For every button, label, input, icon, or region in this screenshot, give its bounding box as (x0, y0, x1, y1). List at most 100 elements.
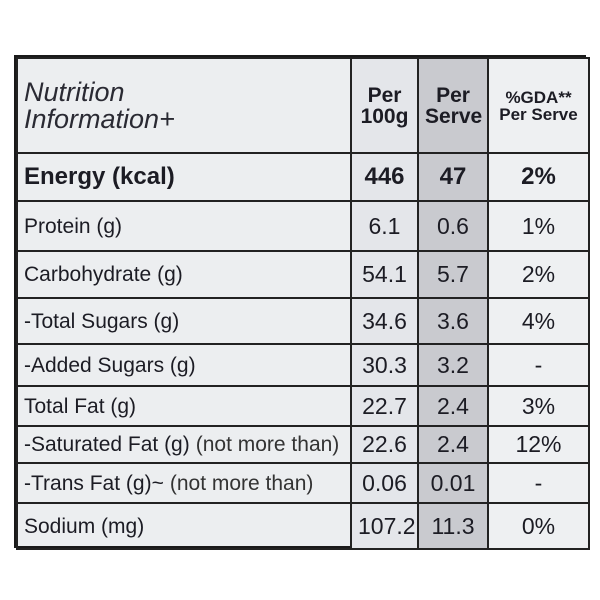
nutrient-label: Carbohydrate (g) (24, 263, 183, 286)
nutrient-row: -Saturated Fat (g) (not more than) 22.6 2.4… (16, 425, 590, 464)
value-text: 2% (521, 261, 556, 287)
header-text: Per Serve (499, 104, 578, 124)
header-text: Information+ (24, 103, 175, 134)
nutrient-value: - (487, 462, 590, 504)
nutrient-note: (not more than) (195, 433, 340, 456)
header-text: Serve (425, 104, 483, 128)
nutrient-label: Sodium (mg) (24, 514, 145, 538)
nutrient-name: -Added Sugars (g) (16, 343, 352, 387)
value-text: 12% (515, 431, 562, 457)
header-text: 100g (360, 104, 409, 128)
nutrient-value: 446 (350, 152, 419, 202)
value-text: 0.6 (437, 212, 469, 239)
nutrient-value: 11.3 (417, 502, 489, 550)
nutrient-value: 12% (487, 425, 590, 464)
nutrient-row: Sodium (mg) 107.2 11.3 0% (16, 502, 590, 550)
nutrient-row: -Total Sugars (g) 34.6 3.6 4% (16, 297, 590, 345)
nutrient-value: - (487, 343, 590, 387)
nutrient-name: -Total Sugars (g) (16, 297, 352, 345)
nutrient-row: Total Fat (g) 22.7 2.4 3% (16, 385, 590, 427)
nutrient-value: 2% (487, 250, 590, 299)
nutrient-label: -Saturated Fat (g) (24, 433, 190, 456)
nutrient-row: -Added Sugars (g) 30.3 3.2 - (16, 343, 590, 387)
nutrient-value: 54.1 (350, 250, 419, 299)
nutrition-table: Nutrition Information+ Per 100g Per Serve %GDA… (16, 57, 590, 550)
nutrient-name: Sodium (mg) (16, 502, 352, 550)
header-row: Nutrition Information+ Per 100g Per Serve %GDA… (16, 57, 590, 154)
value-text: 0% (521, 512, 556, 539)
value-text: 11.3 (431, 512, 475, 539)
value-text: - (534, 351, 543, 378)
nutrient-value: 22.7 (350, 385, 419, 427)
nutrient-row: Protein (g) 6.1 0.6 1% (16, 200, 590, 252)
value-text: - (534, 469, 543, 496)
nutrient-label: Total Fat (g) (24, 394, 137, 418)
nutrient-value: 0.6 (417, 200, 489, 252)
header-cell: Nutrition Information+ (16, 57, 352, 154)
nutrient-value: 22.6 (350, 425, 419, 464)
nutrition-label: Nutrition Information+ Per 100g Per Serve %GDA… (14, 55, 590, 550)
nutrient-value: 6.1 (350, 200, 419, 252)
value-text: 0.06 (362, 469, 407, 496)
nutrient-label: -Added Sugars (g) (24, 353, 196, 377)
value-text: 3.6 (437, 307, 469, 334)
nutrient-name: Carbohydrate (g) (16, 250, 352, 299)
nutrient-value: 2% (487, 152, 590, 202)
nutrient-value: 0.06 (350, 462, 419, 504)
nutrient-row: Energy (kcal) 446 47 2% (16, 152, 590, 202)
value-text: 2.4 (437, 431, 469, 457)
nutrient-value: 0.01 (417, 462, 489, 504)
header-text: %GDA** (505, 87, 572, 107)
nutrient-value: 4% (487, 297, 590, 345)
nutrient-row: -Trans Fat (g)~ (not more than) 0.06 0.01 - (16, 462, 590, 504)
nutrient-name: Energy (kcal) (16, 152, 352, 202)
nutrient-name: -Trans Fat (g)~ (not more than) (16, 462, 352, 504)
header-cell: %GDA** Per Serve (487, 57, 590, 154)
value-text: 3% (521, 392, 556, 419)
nutrient-value: 107.2 (350, 502, 419, 550)
nutrient-label: Protein (g) (24, 214, 123, 238)
nutrient-label: -Trans Fat (g)~ (24, 471, 164, 495)
value-text: 1% (521, 212, 556, 239)
value-text: 3.2 (437, 351, 469, 378)
value-text: 446 (364, 163, 405, 190)
header-text: Per (367, 83, 402, 107)
header-cell: Per 100g (350, 57, 419, 154)
nutrient-value: 3% (487, 385, 590, 427)
value-text: 22.6 (362, 431, 407, 457)
value-text: 0.01 (430, 469, 476, 496)
header-text: Nutrition (24, 76, 125, 107)
nutrient-value: 2.4 (417, 385, 489, 427)
value-text: 4% (521, 307, 556, 334)
nutrient-value: 47 (417, 152, 489, 202)
nutrient-value: 3.2 (417, 343, 489, 387)
value-text: 6.1 (368, 212, 401, 239)
nutrient-name: Total Fat (g) (16, 385, 352, 427)
value-text: 2.4 (437, 392, 469, 419)
nutrient-label: -Total Sugars (g) (24, 309, 180, 333)
value-text: 2% (521, 163, 556, 190)
nutrient-row: Carbohydrate (g) 54.1 5.7 2% (16, 250, 590, 299)
nutrient-value: 3.6 (417, 297, 489, 345)
value-text: 54.1 (362, 261, 407, 287)
value-text: 30.3 (362, 351, 407, 378)
value-text: 34.6 (362, 307, 407, 334)
nutrient-label: Energy (kcal) (24, 163, 175, 190)
value-text: 47 (439, 163, 467, 190)
nutrient-name: -Saturated Fat (g) (not more than) (16, 425, 352, 464)
nutrient-value: 30.3 (350, 343, 419, 387)
header-text: Per (436, 83, 470, 107)
nutrient-note: (not more than) (169, 471, 314, 495)
nutrient-value: 2.4 (417, 425, 489, 464)
nutrient-value: 34.6 (350, 297, 419, 345)
table-body: Nutrition Information+ Per 100g Per Serve %GDA… (16, 57, 590, 550)
value-text: 5.7 (437, 261, 469, 287)
value-text: 107.2 (358, 512, 416, 539)
nutrient-value: 1% (487, 200, 590, 252)
header-cell: Per Serve (417, 57, 489, 154)
nutrient-name: Protein (g) (16, 200, 352, 252)
value-text: 22.7 (362, 392, 407, 419)
nutrient-value: 5.7 (417, 250, 489, 299)
nutrient-value: 0% (487, 502, 590, 550)
